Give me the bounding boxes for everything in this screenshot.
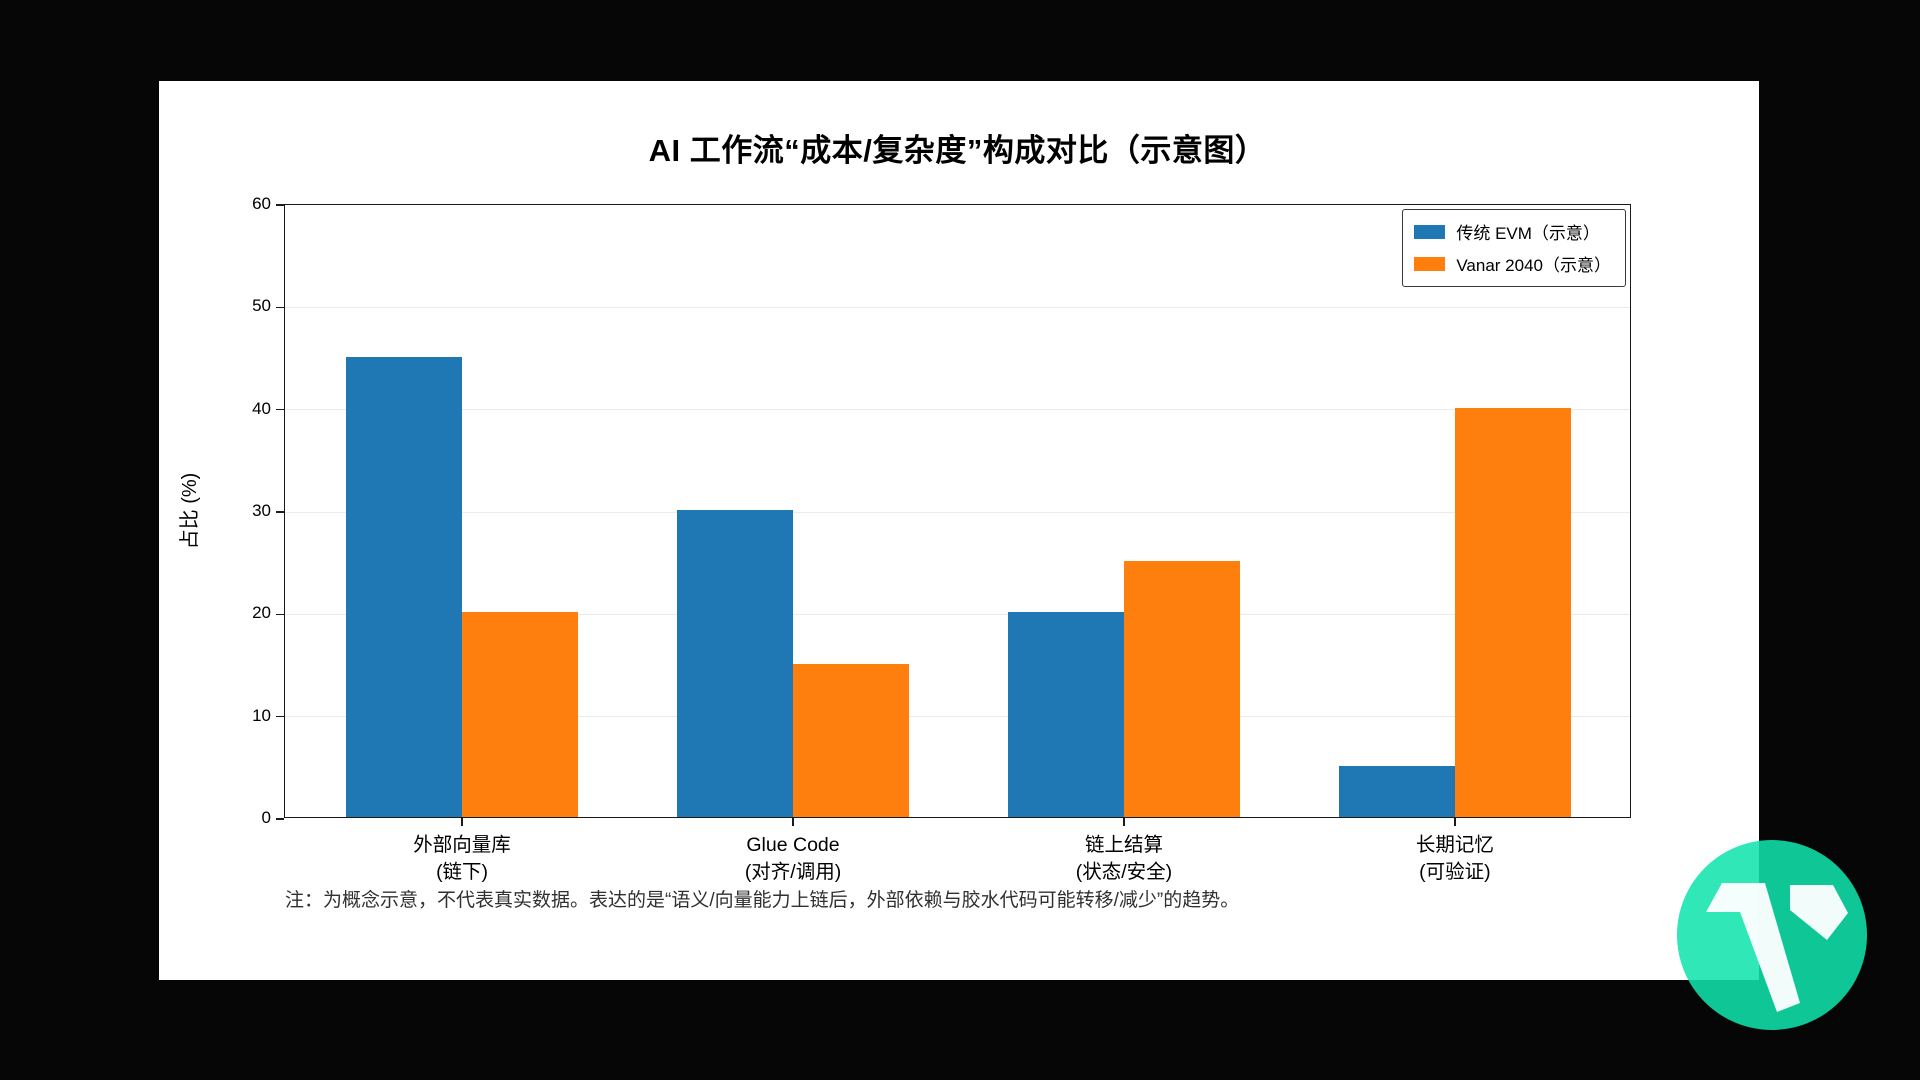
y-tick-mark	[276, 715, 284, 718]
y-tick-label: 20	[252, 603, 271, 623]
x-category-line2: (可验证)	[1419, 861, 1491, 884]
bar-series2-cat4	[1454, 407, 1571, 817]
bar-series1-cat2	[677, 510, 793, 817]
x-category-line1: 外部向量库	[413, 834, 511, 856]
y-axis-label: 占比 (%)	[179, 472, 201, 550]
y-tick-label: 10	[252, 705, 271, 725]
gridline	[285, 716, 1630, 718]
y-tick-label: 50	[252, 296, 271, 316]
y-tick-label: 40	[252, 398, 271, 418]
legend-label: Vanar 2040（示意）	[1456, 256, 1611, 275]
x-category-label: Glue Code (对齐/调用)	[633, 832, 953, 887]
legend-label: 传统 EVM（示意）	[1456, 224, 1600, 243]
legend-swatch	[1414, 256, 1446, 271]
legend-item: Vanar 2040（示意）	[1414, 251, 1611, 276]
bar-series1-cat4	[1339, 765, 1455, 817]
x-tick-mark	[461, 818, 463, 826]
y-tick-mark	[276, 408, 284, 411]
bar-series2-cat3	[1123, 561, 1240, 817]
logo-v-mark-left	[1706, 883, 1800, 1012]
x-category-line1: Glue Code	[746, 834, 840, 856]
gridline	[285, 306, 1630, 308]
vanar-logo-graphic	[1677, 840, 1867, 1030]
x-tick-mark	[792, 818, 794, 826]
bar-series2-cat1	[462, 612, 578, 817]
x-category-label: 长期记忆 (可验证)	[1295, 832, 1615, 887]
x-category-line1: 长期记忆	[1415, 834, 1494, 856]
chart-card: AI 工作流“成本/复杂度”构成对比（示意图） 占比 (%) 传统 EVM（示意…	[159, 81, 1759, 980]
bar-series2-cat2	[793, 663, 909, 817]
footnote: 注：为概念示意，不代表真实数据。表达的是“语义/向量能力上链后，外部依赖与胶水代…	[285, 890, 1240, 911]
x-category-line2: (链下)	[436, 861, 489, 884]
x-category-line2: (对齐/调用)	[744, 861, 842, 884]
y-tick-label: 0	[261, 808, 271, 827]
plot-area: 传统 EVM（示意） Vanar 2040（示意） 0 10 20 30 40 50 60 外部…	[252, 194, 1631, 883]
x-category-line2: (状态/安全)	[1075, 861, 1173, 884]
legend-item: 传统 EVM（示意）	[1414, 219, 1611, 244]
bar-series1-cat3	[1008, 612, 1124, 817]
x-tick-mark	[1123, 818, 1125, 826]
logo-v-mark-right	[1790, 885, 1848, 940]
x-category-label: 链上结算 (状态/安全)	[964, 832, 1284, 887]
vanar-logo	[1677, 840, 1867, 1030]
chart-title: AI 工作流“成本/复杂度”构成对比（示意图）	[648, 133, 1267, 168]
gridline	[285, 511, 1630, 513]
y-tick-label: 60	[252, 194, 271, 213]
y-tick-mark	[276, 613, 284, 616]
y-tick-mark	[276, 818, 284, 820]
y-tick-label: 30	[252, 501, 271, 520]
y-tick-mark	[276, 306, 284, 309]
gridline	[285, 613, 1630, 615]
bar-series1-cat1	[346, 356, 463, 817]
legend-swatch	[1414, 224, 1446, 239]
y-tick-mark	[276, 511, 284, 513]
gridline	[285, 409, 1630, 411]
x-category-line1: 链上结算	[1084, 834, 1163, 856]
y-tick-mark	[276, 204, 284, 206]
legend: 传统 EVM（示意） Vanar 2040（示意）	[1402, 209, 1626, 287]
x-category-label: 外部向量库 (链下)	[302, 832, 622, 887]
x-tick-mark	[1454, 818, 1456, 826]
